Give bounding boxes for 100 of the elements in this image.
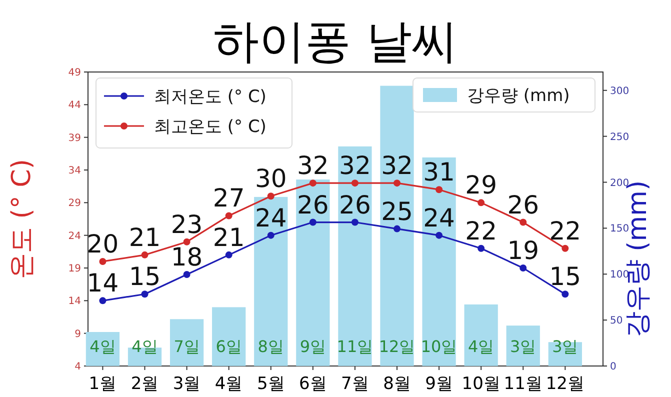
x-tick-label: 8월 [383, 374, 411, 394]
data-label: 15 [549, 262, 582, 292]
y-tick-label: 29 [68, 198, 81, 210]
chart-title: 하이퐁 날씨 [213, 14, 458, 68]
point [141, 290, 148, 298]
data-label: 26 [507, 190, 540, 220]
x-tick-label: 3월 [172, 374, 201, 394]
x-tick-label: 7월 [341, 374, 369, 394]
point [436, 232, 443, 239]
y-tick-label: 49 [68, 68, 81, 78]
y2-tick-label: 50 [610, 316, 623, 327]
point [478, 244, 485, 252]
data-label: 25 [381, 196, 413, 226]
data-label: 15 [128, 262, 161, 292]
annotation: 8일 [258, 337, 284, 356]
data-label: 32 [339, 151, 371, 180]
bar [296, 179, 330, 366]
x-tick-label: 1월 [88, 374, 117, 394]
annotation: 3일 [552, 337, 578, 356]
data-label: 18 [170, 242, 203, 272]
data-label: 23 [170, 210, 203, 239]
point [141, 251, 148, 258]
point [394, 180, 400, 187]
data-label: 32 [297, 151, 329, 180]
data-label: 24 [254, 203, 287, 232]
bar [380, 86, 414, 366]
bar [212, 307, 246, 366]
x-tick-label: 12월 [546, 374, 584, 394]
y-axis-title: 온도 (° C) [7, 159, 37, 279]
data-label: 19 [507, 236, 540, 265]
x-tick-label: 10월 [462, 374, 500, 394]
data-label: 21 [128, 222, 161, 252]
annotation: 12일 [378, 337, 416, 356]
point [99, 258, 106, 265]
bar [464, 304, 498, 366]
y2-tick-label: 0 [610, 362, 616, 372]
y2-tick-label: 150 [610, 224, 630, 235]
data-label: 27 [212, 184, 245, 213]
y-tick-label: 24 [68, 230, 81, 242]
annotation: 7일 [174, 337, 200, 356]
y-tick-label: 9 [74, 328, 81, 340]
point [309, 218, 316, 226]
data-label: 21 [212, 222, 245, 252]
annotation: 4일 [468, 337, 494, 356]
point [267, 232, 274, 239]
y-tick-label: 34 [68, 166, 81, 176]
y2-tick-label: 300 [610, 86, 630, 97]
data-label: 29 [465, 170, 497, 200]
y-tick-label: 14 [68, 296, 81, 308]
data-label: 26 [339, 190, 371, 220]
data-label: 26 [297, 190, 329, 220]
data-label: 31 [423, 158, 455, 187]
legend-label: 최저온도 (° C) [154, 87, 266, 107]
annotation: 6일 [216, 337, 242, 356]
point [225, 212, 232, 220]
data-label: 22 [465, 216, 497, 246]
x-tick-label: 4월 [214, 374, 243, 394]
legend-label: 최고온도 (° C) [154, 117, 266, 137]
x-tick-label: 6월 [299, 374, 327, 394]
x-tick-label: 9월 [425, 374, 453, 394]
data-label: 32 [381, 151, 413, 180]
y-tick-label: 4 [74, 362, 81, 372]
point [225, 251, 232, 258]
point [183, 271, 190, 278]
point [351, 218, 358, 226]
y-tick-label: 39 [68, 132, 81, 144]
data-label: 22 [549, 216, 582, 246]
point [267, 192, 274, 200]
point [562, 244, 569, 252]
point [183, 238, 190, 246]
legend-label: 강우량 (mm) [467, 86, 570, 106]
point [351, 180, 358, 187]
point [436, 186, 443, 194]
bar [170, 319, 204, 366]
y-tick-label: 19 [68, 264, 81, 274]
x-tick-label: 5월 [256, 374, 285, 394]
annotation: 10일 [420, 337, 458, 356]
annotation: 3일 [510, 337, 536, 356]
point [520, 264, 527, 272]
point [394, 225, 400, 232]
point [478, 199, 485, 206]
bar [506, 326, 540, 366]
annotation: 4일 [132, 337, 158, 356]
point [99, 297, 106, 304]
y-tick-label: 44 [68, 100, 81, 112]
annotation: 11일 [336, 337, 374, 356]
point [520, 218, 527, 226]
y2-tick-label: 100 [610, 270, 630, 281]
data-label: 30 [254, 164, 287, 194]
annotation: 9일 [300, 337, 326, 356]
bar [254, 196, 288, 366]
annotation: 4일 [90, 337, 116, 356]
bar [422, 157, 456, 366]
data-label: 24 [423, 203, 455, 232]
point [562, 290, 569, 298]
data-label: 20 [86, 229, 119, 258]
point [309, 180, 316, 187]
bar [338, 146, 372, 366]
x-tick-label: 2월 [130, 374, 159, 394]
x-tick-label: 11월 [504, 374, 542, 394]
